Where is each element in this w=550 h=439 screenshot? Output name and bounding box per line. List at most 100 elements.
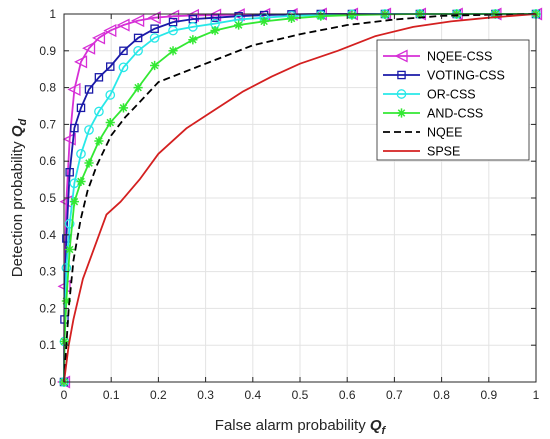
or-css-marker-11 [149, 33, 160, 43]
y-axis-label: Detection probability Qd [9, 118, 29, 277]
legend-label-nqee: NQEE [427, 126, 462, 140]
and-css-marker-8 [105, 117, 115, 128]
voting-css-marker-7 [94, 73, 104, 82]
voting-css-marker-6 [84, 85, 94, 94]
and-css-marker-3 [65, 244, 75, 255]
voting-css-marker-12 [168, 17, 178, 27]
voting-css-marker-9 [119, 46, 128, 56]
nqee-css-marker-5 [74, 55, 88, 69]
x-axis-label: False alarm probability Qf [215, 417, 387, 437]
x-tick-label: 0.3 [197, 388, 214, 402]
legend-label-voting-css: VOTING-CSS [427, 69, 505, 83]
and-css-marker-16 [259, 16, 269, 26]
x-axis-label-symbol: Q [370, 417, 382, 434]
and-css-marker-18 [316, 11, 326, 21]
y-axis-label-text: Detection probability [9, 137, 26, 277]
x-axis-label-text: False alarm probability [215, 417, 370, 434]
legend-item-nqee-css: NQEE-CSS [383, 49, 492, 64]
legend-box [376, 39, 530, 161]
legend-label-or-css: OR-CSS [427, 88, 476, 102]
voting-css-marker-11 [150, 24, 159, 33]
or-css-marker-10 [133, 45, 143, 56]
nqee-css-marker-13 [185, 8, 200, 23]
and-css-marker-6 [84, 158, 94, 168]
and-css-marker-7 [94, 136, 104, 146]
or-css-marker-9 [118, 62, 129, 73]
and-css-marker-9 [118, 103, 129, 113]
legend-label-spse: SPSE [427, 145, 460, 159]
legend-nqee-css-marker-0 [394, 49, 408, 63]
or-css-marker-7 [94, 106, 104, 117]
or-css-marker-12 [168, 25, 178, 36]
and-css-marker-10 [133, 83, 143, 93]
y-tick-label: 0.2 [39, 301, 56, 315]
legend-item-spse: SPSE [383, 145, 460, 159]
legend-label-and-css: AND-CSS [427, 107, 483, 121]
y-tick-label: 0.6 [39, 154, 56, 168]
y-axis-label-symbol: Q [9, 125, 26, 137]
and-css-marker-14 [210, 25, 220, 36]
legend-or-css-marker-0 [396, 89, 407, 99]
and-css-marker-19 [347, 10, 357, 20]
and-css-marker-17 [286, 13, 297, 24]
series-nqee [63, 13, 537, 383]
tick-layer: 0 0.1 0.2 0.3 0.4 0.5 0.6 0.7 0.8 0.9 1 0 0.1 0.2 0.3 0… [39, 7, 539, 402]
and-css-marker-13 [188, 35, 198, 45]
voting-css-marker-3 [65, 167, 74, 177]
or-css-marker-8 [105, 90, 116, 100]
x-tick-label: 0 [61, 388, 68, 402]
legend-label-nqee-css: NQEE-CSS [427, 50, 492, 64]
voting-css-marker-8 [106, 62, 115, 71]
or-css-marker-5 [76, 148, 86, 159]
series-spse [63, 13, 537, 383]
legend-item-or-css: OR-CSS [383, 88, 476, 102]
legend-and-css-marker-0 [396, 108, 407, 118]
and-css-marker-11 [150, 60, 160, 71]
or-css-marker-13 [188, 22, 198, 32]
x-tick-label: 0.4 [244, 388, 261, 402]
nqee-css-marker-3 [62, 132, 76, 146]
voting-css-marker-5 [76, 103, 86, 113]
nqee-css-marker-10 [131, 14, 145, 28]
x-tick-label: 0.2 [150, 388, 167, 402]
y-axis-label-subscript: d [17, 118, 29, 125]
nqee-css-marker-7 [91, 31, 106, 45]
and-css-marker-2 [61, 296, 71, 306]
or-css-marker-6 [84, 125, 94, 135]
and-css-marker-4 [69, 197, 79, 207]
x-tick-label: 0.9 [480, 388, 497, 402]
x-tick-label: 0.6 [339, 388, 356, 402]
y-tick-label: 1 [49, 7, 56, 21]
y-tick-label: 0.7 [39, 117, 56, 131]
legend: NQEE-CSS VOTING-CSS OR-CSS AND-CSS NQEE SPSE [376, 39, 530, 161]
x-tick-label: 0.5 [292, 388, 309, 402]
y-tick-label: 0.1 [39, 338, 56, 352]
and-css-marker-5 [76, 176, 86, 187]
y-tick-label: 0.8 [39, 81, 56, 95]
nqee-css-marker-9 [116, 18, 130, 32]
x-tick-label: 1 [533, 388, 540, 402]
nqee-css-marker-11 [147, 11, 161, 25]
legend-item-and-css: AND-CSS [383, 107, 483, 121]
voting-css-marker-10 [133, 33, 143, 43]
spse-line [63, 13, 537, 383]
x-axis-label-subscript: f [382, 425, 387, 437]
y-tick-label: 0.5 [39, 191, 56, 205]
and-css-marker-12 [168, 46, 178, 56]
or-css-marker-2 [61, 263, 72, 273]
legend-item-nqee: NQEE [383, 126, 462, 140]
y-tick-label: 0.3 [39, 265, 56, 279]
y-tick-label: 0.4 [39, 228, 56, 242]
nqee-css-marker-8 [103, 24, 117, 38]
legend-item-voting-css: VOTING-CSS [383, 69, 505, 83]
and-css-marker-15 [234, 20, 244, 30]
legend-voting-css-marker-0 [397, 70, 406, 80]
x-tick-label: 0.8 [433, 388, 450, 402]
x-tick-label: 0.7 [386, 388, 403, 402]
y-tick-label: 0.9 [39, 44, 56, 58]
x-tick-label: 0.1 [103, 388, 120, 402]
nqee-css-marker-4 [67, 82, 81, 96]
or-css-marker-3 [64, 218, 75, 229]
voting-css-marker-4 [70, 123, 79, 133]
